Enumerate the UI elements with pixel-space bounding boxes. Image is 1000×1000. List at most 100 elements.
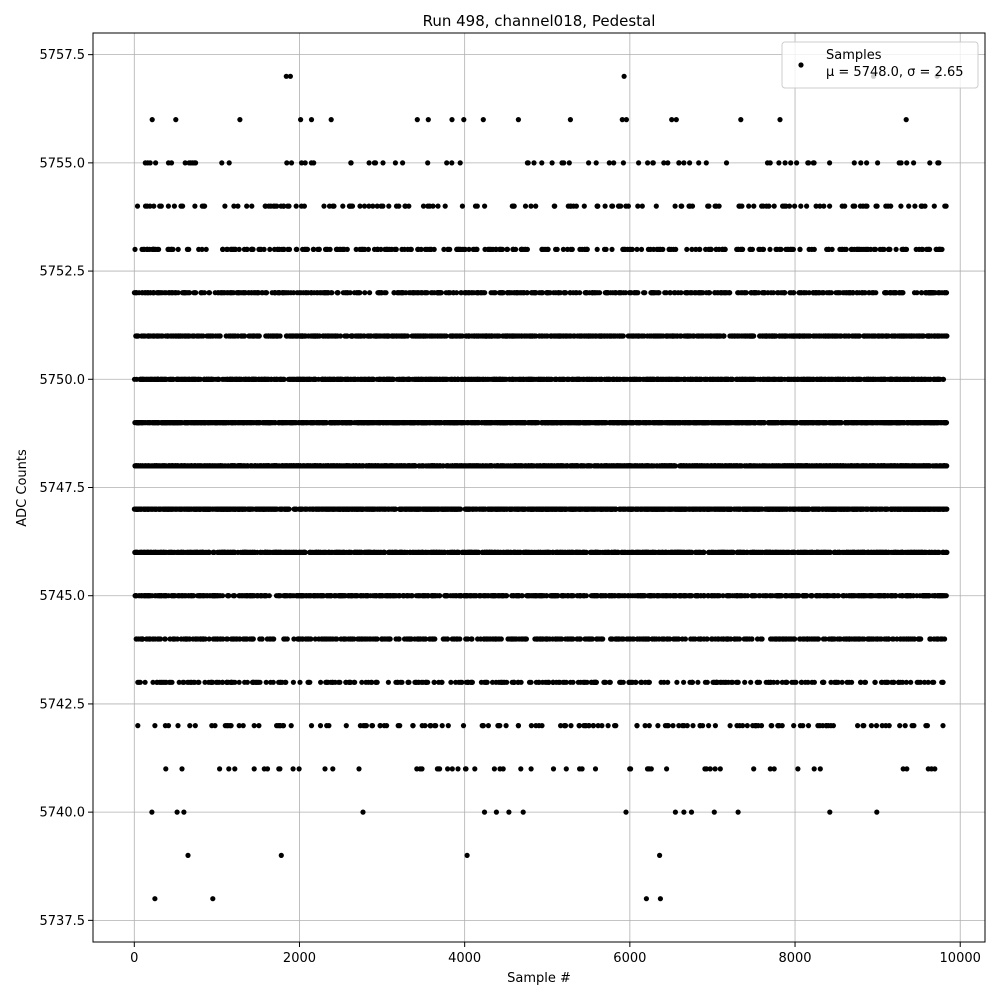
data-point [716,636,722,642]
data-point [598,636,604,642]
data-point [648,593,654,599]
data-point [890,549,896,556]
data-point [429,593,435,599]
data-point [605,723,611,729]
data-point [867,549,874,556]
data-point [152,723,158,729]
data-point [372,636,378,642]
data-point [379,636,385,642]
data-point [467,593,473,599]
data-point [633,549,639,556]
data-point [911,723,917,729]
data-point [638,679,644,685]
data-point [672,593,678,599]
data-point [660,636,666,642]
data-point [602,506,608,512]
data-point [552,593,559,599]
data-point [884,636,890,642]
data-point [491,593,497,599]
data-point [515,549,521,556]
data-point [174,809,180,815]
data-point [259,636,265,642]
data-point [448,679,454,685]
data-point [515,506,521,512]
data-point [290,679,296,685]
data-point [520,809,526,815]
data-point [908,679,914,685]
data-point [330,679,336,685]
data-point [817,766,823,772]
data-point [616,593,623,599]
data-point [881,593,888,599]
data-point [560,593,566,599]
data-point [846,636,852,642]
data-point [916,679,922,685]
data-point [193,506,199,512]
data-point [664,723,670,729]
data-point [710,593,717,599]
data-point [749,593,755,599]
data-point [523,636,530,642]
data-point [157,549,163,556]
data-point [689,679,695,685]
data-point [617,506,623,512]
data-point [475,636,481,642]
data-point [550,679,556,685]
data-point [794,593,800,599]
data-point [500,506,506,512]
data-point [862,549,868,556]
data-point [774,679,781,685]
data-point [230,549,236,556]
data-point [820,506,826,512]
data-point [720,506,726,512]
data-point [266,593,272,599]
data-point [804,636,810,642]
data-point [416,593,422,599]
data-point [831,636,837,642]
data-point [493,809,499,815]
data-point [662,549,669,556]
data-point [385,679,391,685]
data-point [322,766,328,772]
data-point [230,593,236,599]
data-point [308,636,314,642]
data-point [351,549,357,556]
data-point [258,593,264,599]
data-point [294,593,300,599]
data-point [777,506,783,512]
data-point [741,593,748,599]
data-point [297,679,303,685]
data-point [524,593,531,599]
data-point [156,506,162,512]
data-point [264,766,271,772]
data-point [641,593,647,599]
data-point [797,723,804,729]
data-point [758,723,765,729]
data-point [851,506,857,512]
data-point [428,723,434,729]
data-point [538,506,545,512]
data-point [523,549,529,556]
data-point [187,723,193,729]
data-point [648,766,654,772]
data-point [505,549,511,556]
data-point [717,766,723,772]
data-point [880,549,886,556]
data-point [588,679,595,685]
data-point [188,679,194,685]
data-point [652,636,658,642]
data-point [888,593,895,599]
data-point [139,636,145,642]
data-point [277,679,284,685]
data-point [550,766,557,772]
data-point [219,506,225,512]
data-point [201,593,207,599]
data-point [243,549,249,556]
data-point [786,549,792,556]
data-point [328,549,334,556]
data-point [304,506,310,512]
data-point [886,549,892,556]
data-point [176,679,182,685]
data-point [537,549,543,556]
